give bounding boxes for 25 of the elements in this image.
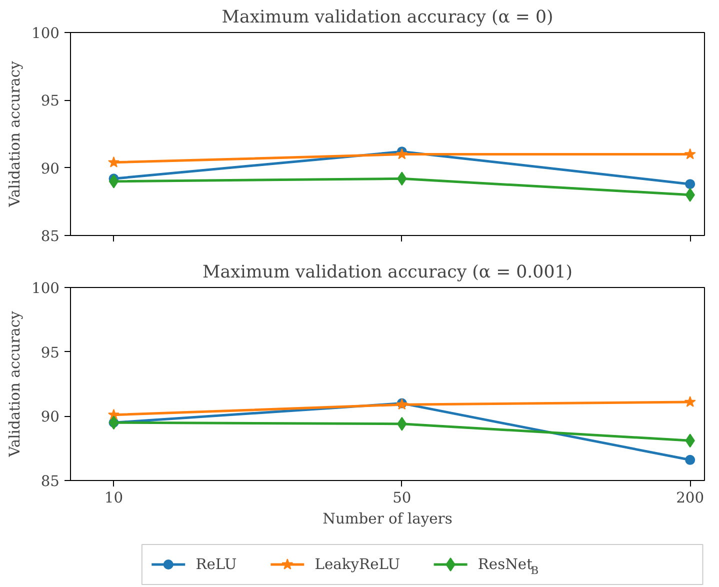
x-tick-label: 50 — [392, 490, 412, 506]
y-axis-title: Validation accuracy — [6, 60, 24, 208]
legend-label: ReLU — [196, 556, 237, 573]
legend-label: LeakyReLU — [314, 556, 400, 573]
y-tick-label: 85 — [40, 473, 60, 490]
point — [108, 156, 120, 168]
y-tick-label: 85 — [40, 228, 60, 245]
point — [396, 148, 408, 160]
x-tick-label: 200 — [676, 490, 704, 506]
point — [685, 454, 696, 465]
point — [684, 396, 696, 407]
point — [685, 179, 696, 190]
x-tick-label: 10 — [104, 490, 124, 506]
chart-title: Maximum validation accuracy (α = 0) — [222, 8, 554, 28]
point — [684, 148, 696, 160]
y-tick-label: 95 — [40, 344, 60, 362]
y-tick-label: 95 — [40, 92, 60, 110]
chart-title: Maximum validation accuracy (α = 0.001) — [202, 262, 573, 282]
y-tick-label: 90 — [40, 160, 60, 178]
y-tick-label: 100 — [32, 280, 60, 297]
point — [108, 174, 119, 188]
y-axis-title: Validation accuracy — [6, 310, 24, 458]
y-tick-label: 90 — [40, 408, 60, 426]
y-tick-label: 100 — [32, 25, 60, 42]
x-axis-title: Number of layers — [322, 510, 452, 528]
